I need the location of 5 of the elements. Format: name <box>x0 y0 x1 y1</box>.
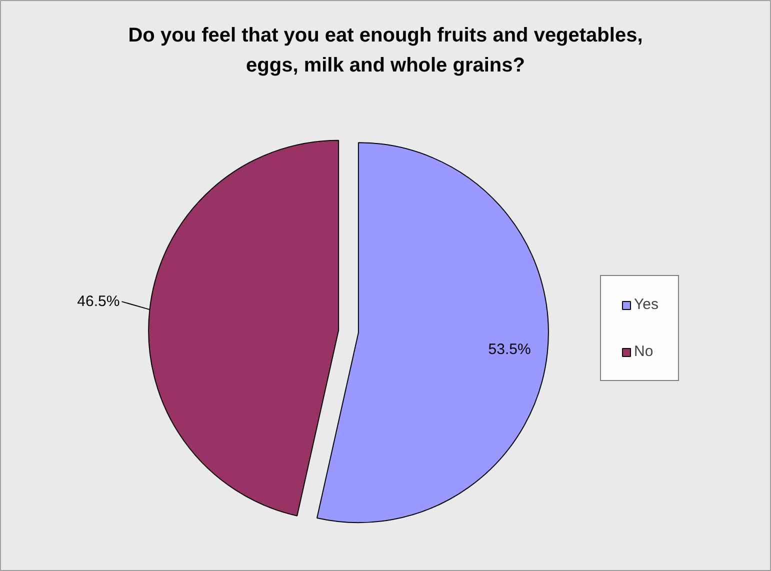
legend-label: Yes <box>634 296 658 313</box>
legend-label: No <box>634 343 654 360</box>
chart-title: Do you feel that you eat enough fruits and vegetables, eggs, milk and whole grains? <box>128 24 643 76</box>
data-label: 53.5% <box>488 340 531 358</box>
data-label: 46.5% <box>77 293 120 310</box>
